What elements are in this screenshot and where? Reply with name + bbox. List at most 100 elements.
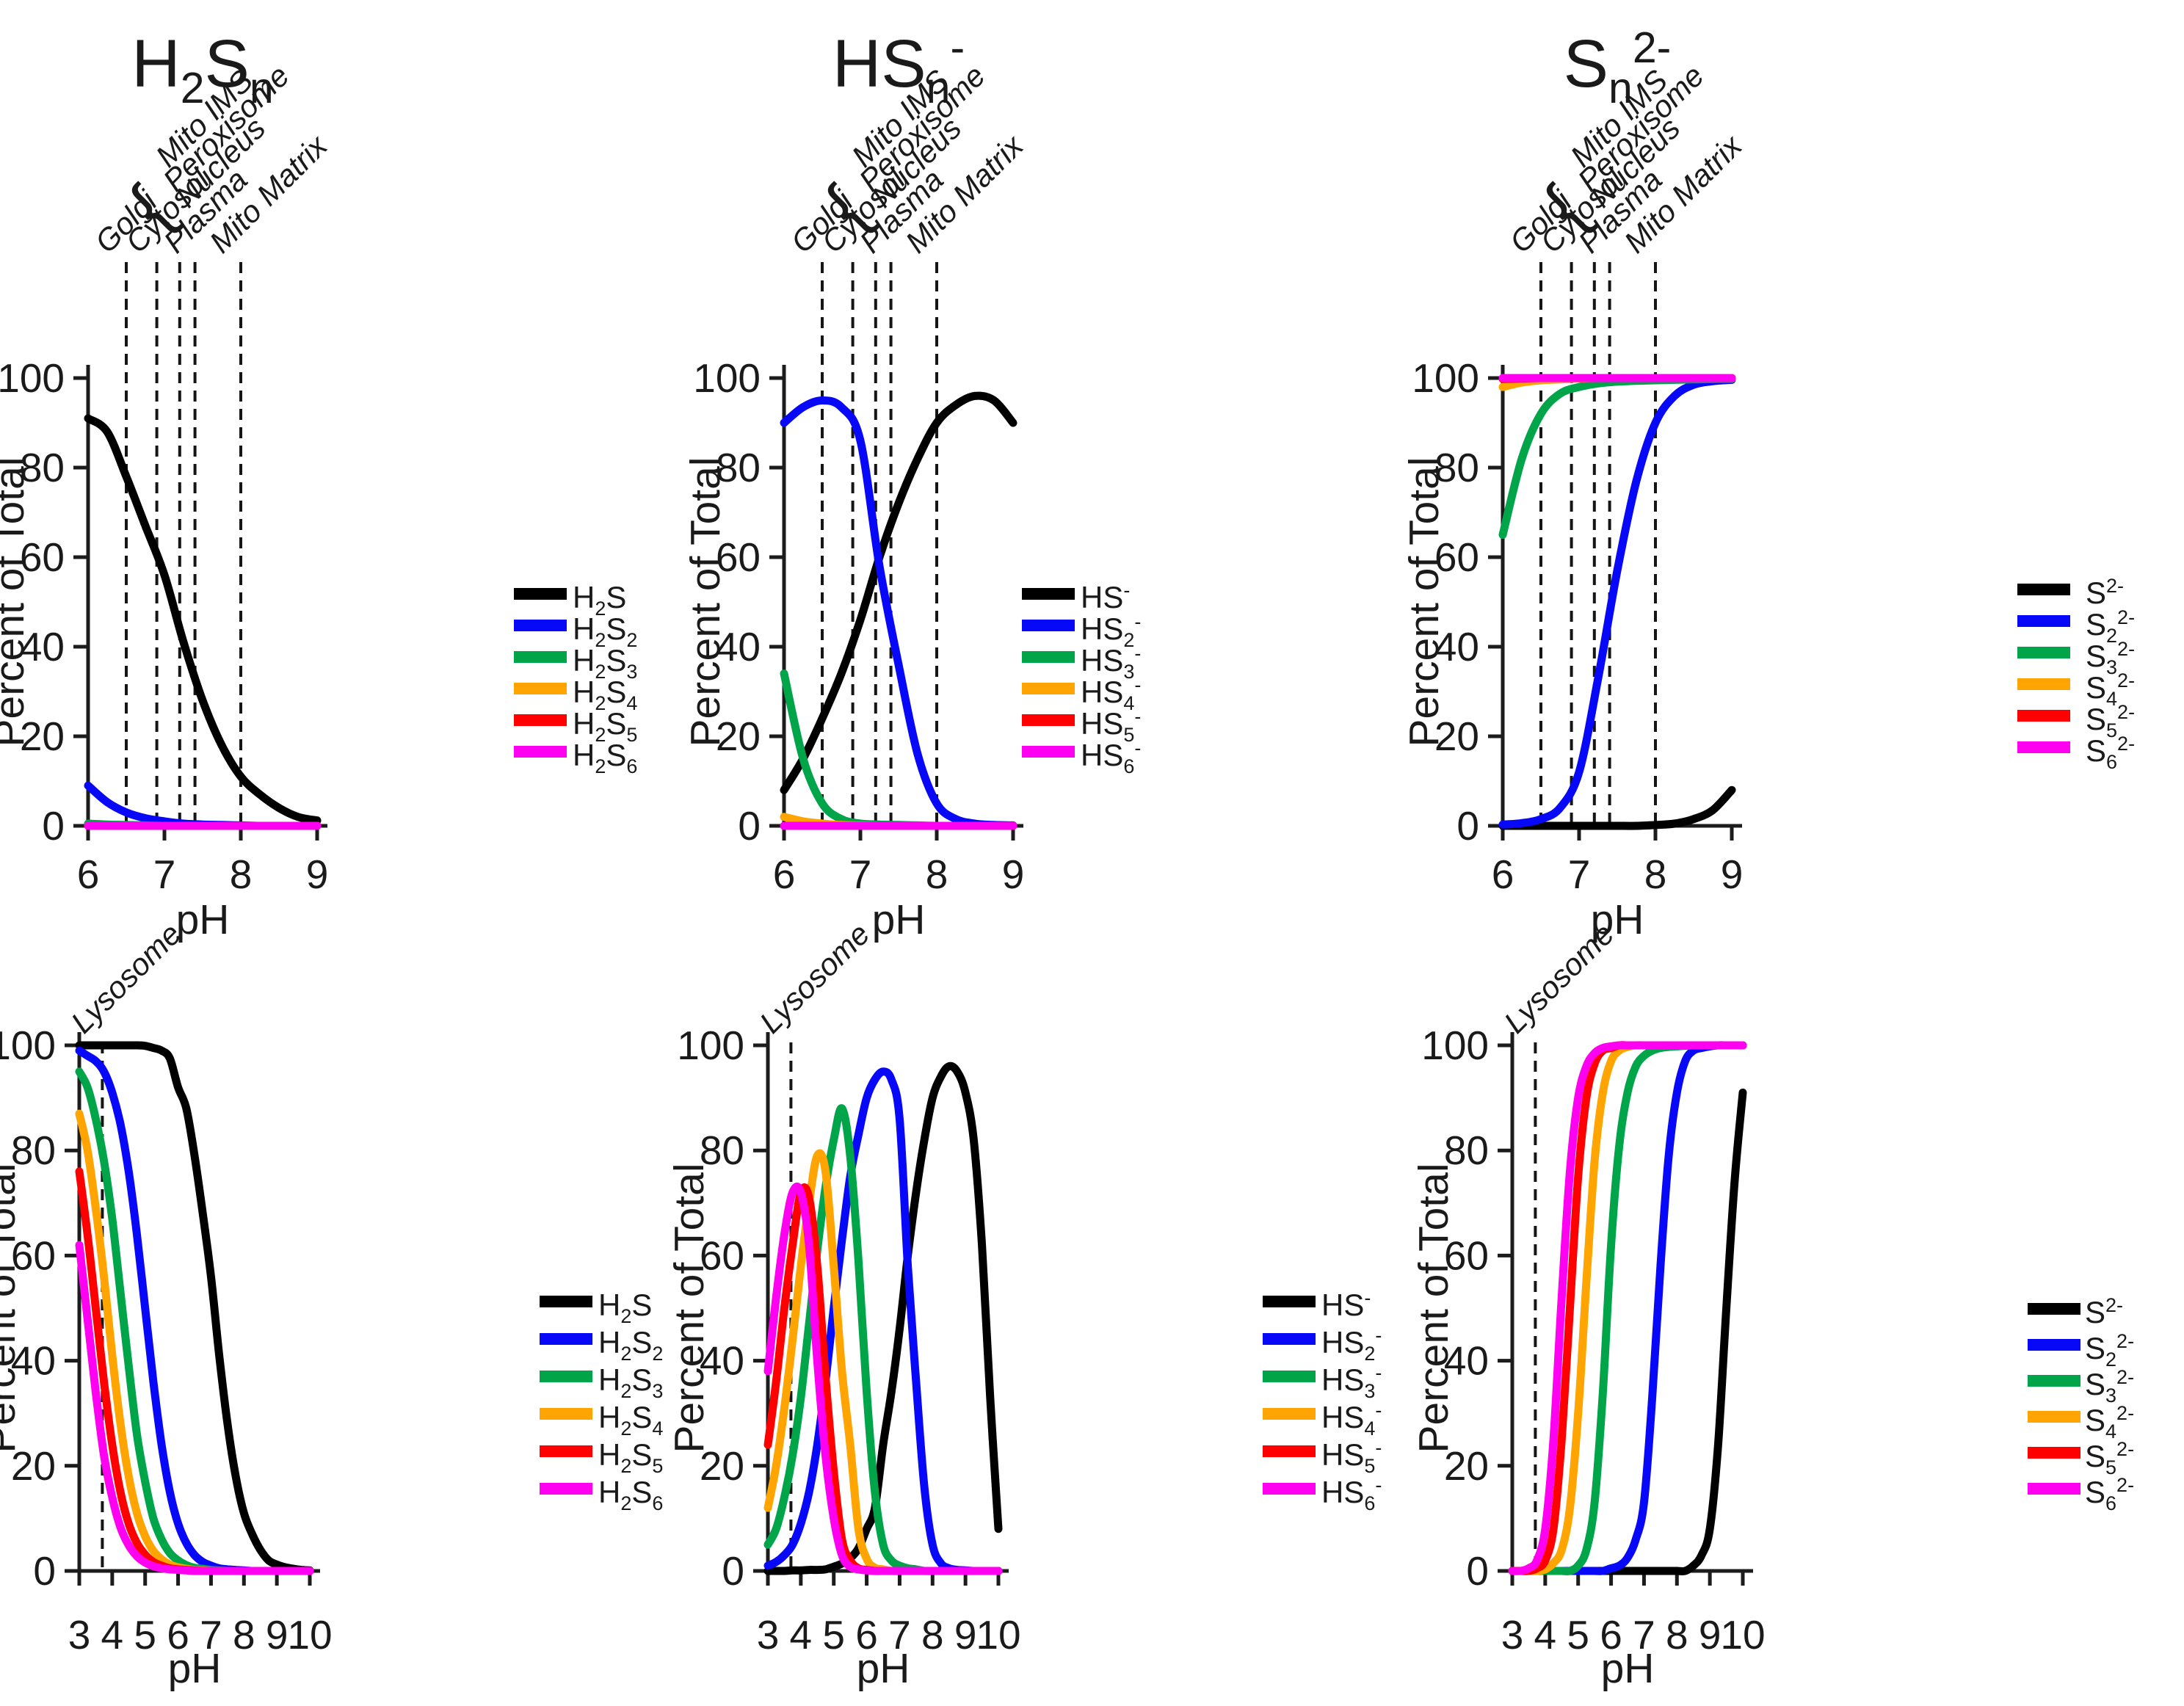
y-tick-label: 60 xyxy=(20,534,65,580)
legend-swatch-S2 xyxy=(2028,1339,2080,1351)
legend-item-S2: S22- xyxy=(2028,1330,2134,1371)
series-curve-HS2 xyxy=(763,1067,1003,1575)
x-tick-label: 6 xyxy=(167,1612,189,1658)
x-axis-title: pH xyxy=(1601,1645,1655,1692)
legend-swatch-HS xyxy=(1263,1296,1316,1307)
x-tick-label: 9 xyxy=(1699,1612,1722,1658)
x-tick-label: 8 xyxy=(921,1612,944,1658)
y-axis-title: Percent of Total xyxy=(1410,1163,1457,1453)
y-tick-label: 0 xyxy=(1466,1548,1489,1594)
legend-item-HS5: HS5- xyxy=(1022,705,1141,746)
legend-item-HS3: HS3- xyxy=(1022,642,1141,683)
legend-swatch-HS3 xyxy=(1263,1371,1316,1382)
x-axis-title: pH xyxy=(168,1645,222,1692)
x-tick-label: 4 xyxy=(1534,1612,1557,1658)
legend-item-H2S: H2S xyxy=(540,1288,652,1327)
legend-label-H2S4: H2S4 xyxy=(573,675,637,714)
y-tick-label: 80 xyxy=(700,1128,744,1173)
legend-item-S3: S32- xyxy=(2017,638,2135,678)
legend-label-S6: S62- xyxy=(2086,733,2135,773)
series-curve-H2S6 xyxy=(75,1241,314,1575)
legend-swatch-H2S5 xyxy=(540,1445,592,1457)
legend-item-HS: HS- xyxy=(1263,1287,1371,1322)
legend-label-H2S3: H2S3 xyxy=(598,1362,663,1402)
legend-label-S5: S52- xyxy=(2085,1438,2134,1478)
x-tick-label: 6 xyxy=(1600,1612,1622,1658)
legend-label-HS: HS- xyxy=(1081,579,1130,614)
legend-item-S5: S52- xyxy=(2017,701,2135,741)
legend-swatch-HS xyxy=(1022,588,1075,600)
legend-swatch-H2S2 xyxy=(514,620,567,631)
legend-swatch-H2S5 xyxy=(514,714,567,726)
legend-swatch-HS6 xyxy=(1263,1483,1316,1495)
y-tick-label: 0 xyxy=(1456,803,1479,849)
x-tick-label: 5 xyxy=(822,1612,845,1658)
legend-item-HS6: HS6- xyxy=(1022,737,1141,777)
y-tick-label: 60 xyxy=(1444,1233,1489,1278)
legend-label-H2S: H2S xyxy=(598,1288,652,1327)
legend-item-HS5: HS5- xyxy=(1263,1437,1382,1477)
legend-swatch-HS5 xyxy=(1263,1445,1316,1457)
chart-title-h2sn-organelle: H2Sn xyxy=(131,26,273,112)
x-tick-label: 8 xyxy=(230,852,253,897)
legend-item-S4: S42- xyxy=(2028,1402,2134,1442)
legend-item-HS2: HS2- xyxy=(1022,611,1141,651)
x-tick-label: 3 xyxy=(1501,1612,1524,1658)
y-tick-label: 80 xyxy=(1444,1128,1489,1173)
legend-swatch-HS4 xyxy=(1022,683,1075,694)
y-tick-label: 0 xyxy=(738,803,761,849)
x-tick-label: 8 xyxy=(926,852,948,897)
y-tick-label: 80 xyxy=(11,1128,56,1173)
x-tick-label: 5 xyxy=(134,1612,156,1658)
x-tick-label: 6 xyxy=(773,852,796,897)
legend-label-S3: S32- xyxy=(2085,1366,2134,1406)
chart-title-sn2-organelle: Sn2- xyxy=(1564,23,1672,112)
x-axis-title: pH xyxy=(872,896,926,943)
legend-swatch-S5 xyxy=(2017,710,2070,722)
legend-item-H2S: H2S xyxy=(514,580,626,620)
legend-label-HS: HS- xyxy=(1321,1287,1371,1322)
legend-label-H2S6: H2S6 xyxy=(573,738,637,777)
y-tick-label: 60 xyxy=(11,1233,56,1278)
legend-label-S2: S22- xyxy=(2085,1330,2134,1371)
y-tick-label: 80 xyxy=(1434,445,1479,490)
chart-title-hsn-organelle: HSn- xyxy=(832,23,965,112)
legend-item-H2S4: H2S4 xyxy=(514,675,637,714)
y-tick-label: 100 xyxy=(1412,355,1479,401)
y-tick-label: 100 xyxy=(1421,1023,1489,1068)
legend-item-H2S6: H2S6 xyxy=(514,738,637,777)
x-axis-title: pH xyxy=(1591,896,1644,943)
legend-label-S3: S32- xyxy=(2086,638,2135,678)
legend-item-H2S3: H2S3 xyxy=(540,1362,663,1402)
legend-label-H2S5: H2S5 xyxy=(598,1437,663,1477)
legend-sn2-wide: S2-S22-S32-S42-S52-S62- xyxy=(2028,1294,2134,1514)
legend-swatch-H2S3 xyxy=(514,651,567,663)
x-tick-label: 7 xyxy=(153,852,176,897)
series-curve-S3 xyxy=(1498,374,1736,539)
legend-swatch-S6 xyxy=(2017,741,2070,753)
legend-item-S3: S32- xyxy=(2028,1366,2134,1406)
legend-swatch-HS2 xyxy=(1022,620,1075,631)
legend-swatch-H2S4 xyxy=(514,683,567,694)
legend-swatch-S6 xyxy=(2028,1483,2080,1495)
legend-item-H2S5: H2S5 xyxy=(540,1437,663,1477)
x-tick-label: 7 xyxy=(888,1612,911,1658)
x-tick-label: 9 xyxy=(1721,852,1744,897)
x-tick-label: 3 xyxy=(68,1612,91,1658)
annotation-label-lysosome: Lysosome xyxy=(1498,916,1621,1039)
legend-item-H2S4: H2S4 xyxy=(540,1400,663,1440)
legend-label-HS3: HS3- xyxy=(1321,1362,1382,1402)
x-tick-label: 10 xyxy=(976,1612,1020,1658)
x-tick-label: 6 xyxy=(77,852,100,897)
legend-label-H2S2: H2S2 xyxy=(598,1325,663,1365)
y-tick-label: 40 xyxy=(20,624,65,669)
y-tick-label: 60 xyxy=(1434,534,1479,580)
series-curve-S2 xyxy=(1498,375,1736,829)
legend-label-HS4: HS4- xyxy=(1321,1399,1382,1440)
y-tick-label: 20 xyxy=(1444,1443,1489,1489)
annotation-label-lysosome: Lysosome xyxy=(65,916,188,1039)
series-curve-HS6 xyxy=(763,1182,1003,1575)
